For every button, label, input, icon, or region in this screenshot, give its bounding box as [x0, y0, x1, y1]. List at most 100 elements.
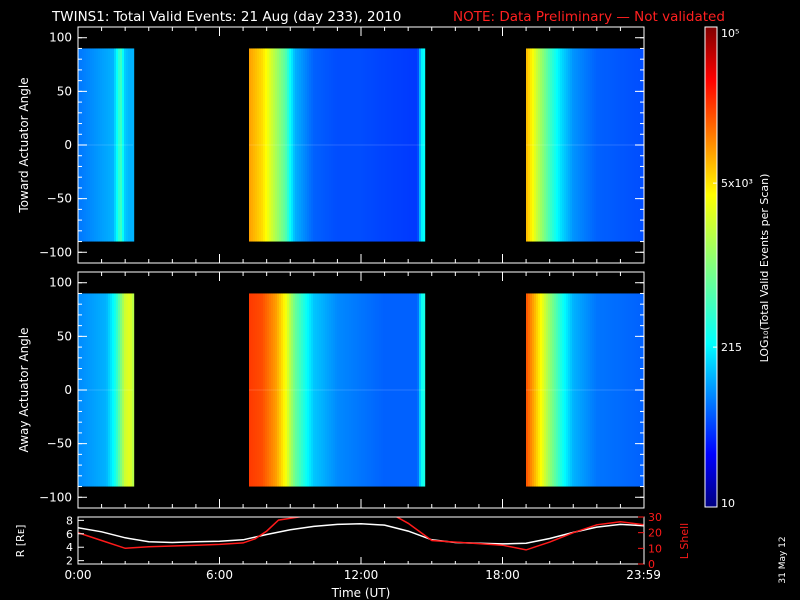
toward-heatmap-column [291, 48, 294, 242]
toward-heatmap-column [279, 48, 282, 242]
away-heatmap-column [564, 293, 567, 487]
away-heatmap-column [411, 293, 414, 487]
toward-heatmap-column [301, 48, 304, 242]
toward-heatmap-column [126, 48, 129, 242]
toward-heatmap-column [369, 48, 372, 242]
away-ticks: 100 50 0 −50 −100 [39, 272, 645, 508]
away-heatmap-column [556, 293, 559, 487]
toward-heatmap-column [560, 48, 563, 242]
away-ytick-label: 100 [49, 276, 72, 290]
toward-heatmap-column [584, 48, 587, 242]
toward-heatmap-column [552, 48, 555, 242]
colorbar-tick-label: 215 [721, 341, 742, 354]
away-heatmap-column [285, 293, 288, 487]
toward-heatmap-column [600, 48, 603, 242]
toward-heatmap-column [311, 48, 314, 242]
away-heatmap-column [618, 293, 621, 487]
away-heatmap-column [385, 293, 388, 487]
away-heatmap-column [572, 293, 575, 487]
away-heatmap-column [261, 293, 264, 487]
toward-heatmap-column [90, 48, 93, 242]
toward-heatmap-column [556, 48, 559, 242]
away-heatmap-column [614, 293, 617, 487]
away-heatmap-column [321, 293, 324, 487]
orbit-xtick-label: 6:00 [206, 568, 233, 582]
away-heatmap-column [576, 293, 579, 487]
away-heatmap-column [612, 293, 615, 487]
away-heatmap-column [257, 293, 260, 487]
away-heatmap-column [528, 293, 531, 487]
away-heatmap-column [343, 293, 346, 487]
toward-heatmap-column [94, 48, 97, 242]
away-heatmap-column [616, 293, 619, 487]
toward-heatmap-column [281, 48, 284, 242]
toward-heatmap-column [548, 48, 551, 242]
toward-heatmap-column [341, 48, 344, 242]
away-heatmap-column [124, 293, 127, 487]
away-heatmap-column [381, 293, 384, 487]
toward-heatmap-column [327, 48, 330, 242]
toward-heatmap-column [550, 48, 553, 242]
toward-heatmap-column [399, 48, 402, 242]
toward-heatmap-column [289, 48, 292, 242]
away-heatmap-column [341, 293, 344, 487]
away-heatmap-column [339, 293, 342, 487]
toward-heatmap-column [363, 48, 366, 242]
toward-heatmap-column [610, 48, 613, 242]
away-ytick-label: −100 [39, 490, 72, 504]
toward-heatmap-column [397, 48, 400, 242]
toward-heatmap-column [534, 48, 537, 242]
away-heatmap-column [526, 293, 529, 487]
toward-heatmap-column [570, 48, 573, 242]
toward-ylabel: Toward Actuator Angle [17, 77, 31, 213]
away-heatmap-column [251, 293, 254, 487]
away-heatmap-column [538, 293, 541, 487]
toward-zero-streak [526, 144, 644, 146]
away-heatmap-column [263, 293, 266, 487]
away-heatmap-column [353, 293, 356, 487]
away-heatmap-column [351, 293, 354, 487]
away-zero-streak [78, 389, 133, 391]
away-heatmap-column [399, 293, 402, 487]
away-heatmap-column [104, 293, 107, 487]
away-heatmap-column [249, 293, 252, 487]
away-heatmap-column [419, 293, 422, 487]
orbit-lines [78, 517, 644, 551]
away-heatmap-column [630, 293, 633, 487]
away-heatmap-column [359, 293, 362, 487]
toward-heatmap-column [598, 48, 601, 242]
away-heatmap-column [582, 293, 585, 487]
toward-heatmap-column [403, 48, 406, 242]
toward-heatmap-column [395, 48, 398, 242]
side-date: 31 May 12 [778, 536, 788, 583]
toward-heatmap-column [120, 48, 123, 242]
toward-panel: 100 50 0 −50 −100 Toward Actuator Angle [17, 26, 645, 264]
away-heatmap-column [329, 293, 332, 487]
away-heatmap-column [345, 293, 348, 487]
toward-heatmap-column [632, 48, 635, 242]
toward-heatmap-column [275, 48, 278, 242]
away-heatmap-column [610, 293, 613, 487]
toward-heatmap-column [538, 48, 541, 242]
away-heatmap-column [253, 293, 256, 487]
toward-heatmap-column [251, 48, 254, 242]
toward-heatmap-column [580, 48, 583, 242]
toward-heatmap-column [393, 48, 396, 242]
away-heatmap-column [568, 293, 571, 487]
toward-heatmap-column [532, 48, 535, 242]
toward-heatmap-column [305, 48, 308, 242]
colorbar-tick-label: 5x10³ [721, 177, 753, 190]
away-heatmap-column [365, 293, 368, 487]
away-heatmap-column [295, 293, 298, 487]
away-heatmap-column [299, 293, 302, 487]
toward-heatmap-column [375, 48, 378, 242]
orbit-y2tick-label: 20 [648, 527, 662, 540]
toward-heatmap-column [293, 48, 296, 242]
away-heatmap-column [588, 293, 591, 487]
orbit-series-lshell [78, 517, 644, 551]
toward-heatmap-column [387, 48, 390, 242]
away-ytick-label: 0 [64, 383, 72, 397]
away-heatmap-column [287, 293, 290, 487]
colorbar-label: LOG₁₀(Total Valid Events per Scan) [758, 174, 771, 363]
away-heatmap-column [423, 293, 426, 487]
